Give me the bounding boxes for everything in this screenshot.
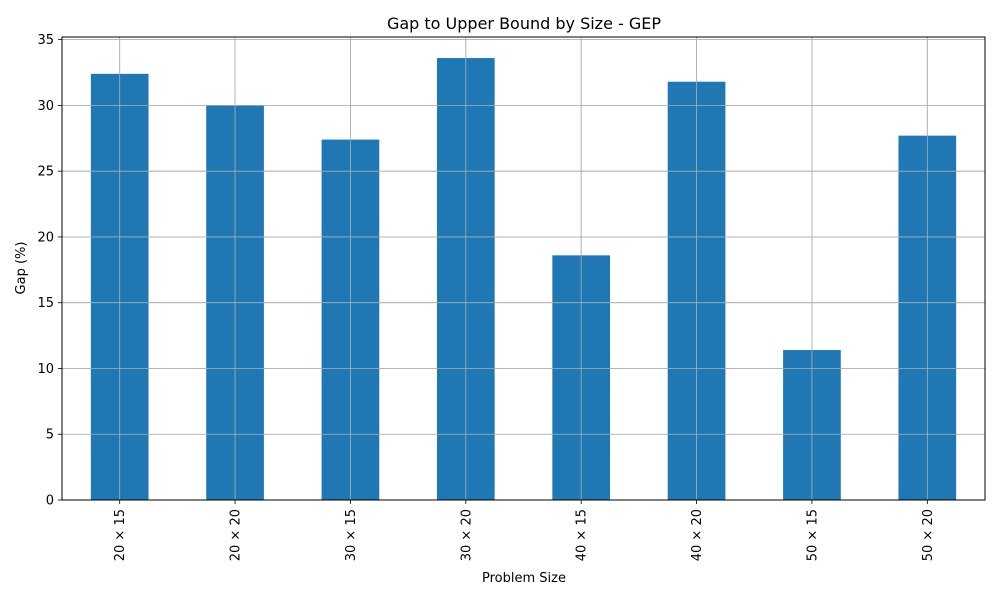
x-tick-label: 20 × 15: [113, 509, 128, 561]
y-tick-label: 20: [37, 230, 54, 245]
y-tick-label: 15: [37, 296, 54, 311]
x-tick-label: 50 × 20: [921, 509, 936, 561]
bars: [62, 37, 985, 501]
x-tick-label: 40 × 20: [690, 509, 705, 561]
x-axis-label: Problem Size: [482, 571, 566, 586]
y-tick-label: 25: [37, 165, 54, 180]
grid-lines: [62, 37, 985, 501]
chart-title: Gap to Upper Bound by Size - GEP: [387, 14, 661, 33]
x-tick-label: 50 × 15: [805, 509, 820, 561]
x-tick-label: 20 × 20: [229, 509, 244, 561]
y-tick-label: 35: [37, 33, 54, 48]
y-tick-label: 0: [46, 494, 54, 509]
x-tick-label: 30 × 15: [344, 509, 359, 561]
y-tick-label: 5: [46, 428, 54, 443]
plot-frame: [61, 36, 986, 501]
x-tick-label: 40 × 15: [575, 509, 590, 561]
y-tick-label: 30: [37, 99, 54, 114]
y-tick-label: 10: [37, 362, 54, 377]
tick-labels: 0 5 10 15 20 25 30 35 20 × 15 20 × 20 30 × 15 30 × …: [37, 33, 935, 561]
y-axis-label: Gap (%): [14, 242, 29, 295]
axes: [58, 36, 986, 504]
x-tick-label: 30 × 20: [459, 509, 474, 561]
